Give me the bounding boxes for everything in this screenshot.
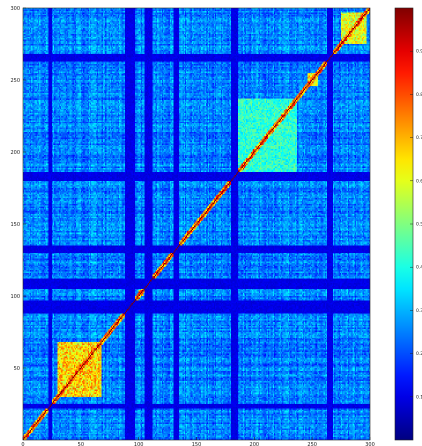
y-tick-label: 300 — [10, 6, 20, 12]
colorbar-tick-label: 0.3 — [416, 308, 422, 314]
y-tick-label: 100 — [10, 294, 20, 300]
colorbar: 0.1 0.2 0.3 0.4 0.5 0.6 0.7 0.8 0.9 — [394, 7, 422, 441]
y-tick-label: 150 — [10, 222, 20, 228]
x-axis: 0 50 100 150 200 250 300 — [21, 437, 375, 446]
colorbar-tick-label: 0.2 — [416, 351, 422, 357]
x-tick-label: 50 — [78, 442, 84, 446]
colorbar-tick-label: 0.7 — [416, 135, 422, 141]
colorbar-tick-label: 0.8 — [416, 92, 422, 98]
x-tick-label: 150 — [192, 442, 202, 446]
x-tick-label: 100 — [134, 442, 144, 446]
heatmap-cells — [23, 8, 370, 440]
x-tick-label: 300 — [365, 442, 375, 446]
colorbar-tick-label: 0.1 — [416, 394, 422, 400]
y-tick-label: 50 — [14, 366, 20, 372]
y-axis: 50 100 150 200 250 300 — [10, 6, 26, 372]
x-tick-label: 0 — [21, 442, 24, 446]
correlation-matrix — [23, 8, 370, 440]
y-tick-label: 200 — [10, 150, 20, 156]
x-tick-label: 200 — [250, 442, 260, 446]
x-tick-label: 250 — [307, 442, 317, 446]
colorbar-tick-label: 0.9 — [416, 49, 422, 55]
colorbar-tick-label: 0.4 — [416, 265, 422, 271]
colorbar-tick-label: 0.5 — [416, 222, 422, 228]
colorbar-tick-label: 0.6 — [416, 178, 422, 184]
y-tick-label: 250 — [10, 78, 20, 84]
